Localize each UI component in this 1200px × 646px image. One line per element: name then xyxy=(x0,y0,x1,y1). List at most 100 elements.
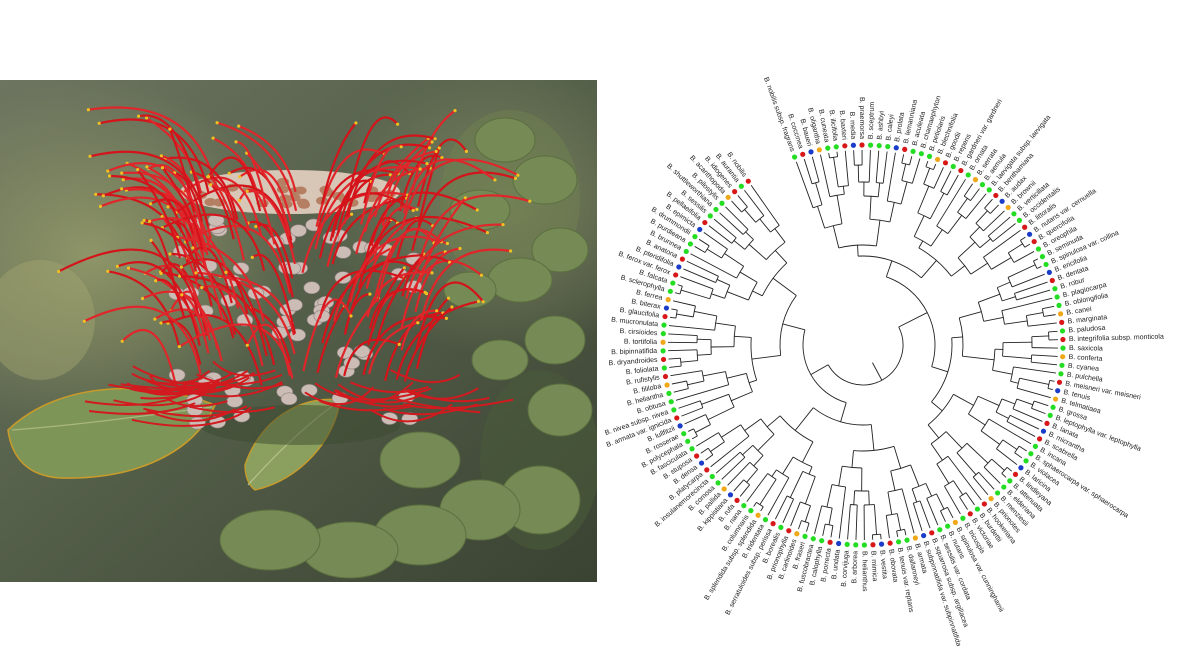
tree-branch xyxy=(1014,452,1023,459)
tree-branch xyxy=(750,185,780,226)
tip-marker xyxy=(1012,471,1019,478)
flower-style xyxy=(400,259,483,329)
tip-label: B. sceptrum xyxy=(868,102,876,140)
flower-style xyxy=(402,158,496,214)
flower-crown-bud xyxy=(204,198,217,207)
tree-branch xyxy=(1033,258,1039,262)
flower-style xyxy=(207,156,262,212)
pollen-presenter xyxy=(350,212,354,216)
tree-branch xyxy=(1001,473,1007,478)
tree-branch-arc xyxy=(752,445,764,456)
pollen-presenter xyxy=(120,171,124,175)
tree-branch xyxy=(767,477,790,516)
tree-branch xyxy=(1007,264,1036,278)
tree-branch xyxy=(817,206,826,229)
tree-branch xyxy=(936,493,945,510)
tree-branch xyxy=(959,311,982,319)
tree-branch xyxy=(683,268,716,283)
tip-marker xyxy=(661,322,667,328)
tree-branch-arc xyxy=(736,265,745,279)
tree-branch xyxy=(1002,355,1032,359)
tree-branch xyxy=(688,428,694,432)
tree-branch xyxy=(911,158,921,184)
flower-style xyxy=(331,159,428,238)
tip-marker xyxy=(660,331,666,337)
tree-branch-arc xyxy=(692,305,696,317)
tree-branch xyxy=(668,357,681,360)
tree-branch-arc xyxy=(887,200,902,205)
tree-branch xyxy=(702,371,726,377)
tip-label: B. vestita xyxy=(878,550,888,579)
pollen-presenter xyxy=(481,300,485,304)
tree-branch xyxy=(668,349,698,352)
pollen-presenter xyxy=(191,246,195,250)
flower-style xyxy=(131,406,252,427)
tip-marker xyxy=(1049,277,1055,284)
tree-branch xyxy=(1006,421,1036,437)
pollen-presenter xyxy=(396,122,400,126)
tree-branch xyxy=(806,522,810,532)
tip-label: B. splendida subsp. splendida xyxy=(703,519,758,602)
tip-label: B. integrifolia subsp. monticola xyxy=(1069,334,1164,344)
tree-branch-arc xyxy=(829,193,845,198)
pollen-presenter xyxy=(237,198,241,203)
tree-branch xyxy=(988,418,1032,445)
pollen-presenter xyxy=(115,264,119,268)
tree-branch xyxy=(686,260,719,277)
tip-marker xyxy=(668,399,674,405)
flower-style xyxy=(216,121,298,212)
pollen-presenter xyxy=(509,249,513,253)
tree-branch-arc xyxy=(699,400,704,408)
flower-style xyxy=(168,128,196,213)
tip-marker xyxy=(934,156,941,163)
flower-style xyxy=(161,167,204,251)
tree-branch xyxy=(759,218,771,233)
flower-style xyxy=(160,320,202,366)
pollen-presenter xyxy=(250,255,254,259)
tree-branch xyxy=(802,441,814,463)
tree-branch xyxy=(965,492,975,506)
tree-branch xyxy=(869,196,872,220)
tip-marker xyxy=(868,142,874,148)
flower-style xyxy=(390,369,460,384)
tree-branch xyxy=(1011,273,1045,288)
tip-marker xyxy=(1044,420,1050,426)
tree-branch xyxy=(803,158,813,184)
tree-branch xyxy=(855,504,858,540)
tree-branch xyxy=(1014,281,1048,294)
flower-style xyxy=(109,174,183,233)
tree-branch xyxy=(703,231,728,250)
tree-branch xyxy=(966,442,989,464)
tree-branch-arc xyxy=(812,204,823,209)
tree-branch xyxy=(919,500,931,529)
tree-branch xyxy=(968,413,986,426)
flower-style xyxy=(195,271,296,355)
tree-branch xyxy=(672,300,696,307)
tree-branch xyxy=(978,293,1001,303)
tree-branch xyxy=(731,200,742,213)
tip-marker xyxy=(1023,458,1029,464)
tip-marker xyxy=(850,142,856,148)
tip-marker xyxy=(685,438,691,444)
tip-label: B. undata xyxy=(831,549,842,580)
tree-branch xyxy=(724,253,744,267)
flower-style xyxy=(346,134,436,217)
tip-marker xyxy=(972,177,979,183)
flower-style xyxy=(182,176,263,237)
flower-style xyxy=(121,329,177,386)
tree-branch xyxy=(731,391,753,402)
tree-branch xyxy=(959,496,968,510)
pollen-presenter xyxy=(485,231,489,235)
tree-branch-arc xyxy=(1020,240,1026,248)
tip-marker xyxy=(994,490,1001,496)
tip-marker xyxy=(786,528,792,534)
tip-marker xyxy=(660,339,666,345)
tree-branch xyxy=(951,336,963,339)
tree-branch-arc xyxy=(728,394,735,408)
tree-branch xyxy=(694,310,717,317)
tree-branch xyxy=(1016,387,1051,399)
pollen-presenter xyxy=(120,187,124,191)
tree-branch-arc xyxy=(912,482,927,490)
tree-branch xyxy=(946,174,959,196)
tree-branch xyxy=(885,260,893,278)
